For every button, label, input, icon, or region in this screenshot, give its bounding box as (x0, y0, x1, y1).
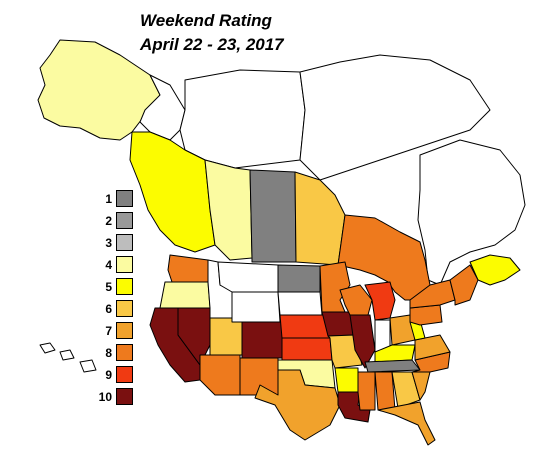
region-tennessee (364, 359, 421, 373)
region-kansas (281, 337, 333, 361)
region-alaska (37, 39, 161, 141)
region-wyoming (231, 291, 281, 323)
legend-item: 4 (98, 254, 138, 276)
region-arkansas (334, 367, 359, 393)
legend-item: 2 (98, 210, 138, 232)
legend-item: 9 (98, 364, 138, 386)
legend-label: 2 (105, 214, 112, 228)
legend-swatch (116, 300, 133, 317)
region-montana (217, 261, 279, 293)
region-washington (167, 254, 209, 283)
legend-item: 6 (98, 298, 138, 320)
region-nebraska (279, 314, 331, 339)
region-british-columbia (129, 131, 216, 253)
legend-label: 8 (105, 346, 112, 360)
region-oregon (159, 281, 211, 309)
legend-label: 3 (105, 236, 112, 250)
legend-label: 9 (105, 368, 112, 382)
legend-label: 10 (98, 390, 112, 404)
region-quebec (417, 139, 526, 286)
legend-label: 5 (105, 280, 112, 294)
legend-item: 5 (98, 276, 138, 298)
region-nunavut (299, 54, 491, 181)
legend-swatch (116, 322, 133, 339)
legend-item: 3 (98, 232, 138, 254)
region-illinois (349, 314, 376, 369)
legend-swatch (116, 234, 133, 251)
legend-swatch (116, 388, 133, 405)
region-alberta (204, 159, 253, 261)
map-title: Weekend Rating (140, 11, 272, 30)
legend-swatch (116, 366, 133, 383)
region-manitoba (294, 171, 346, 266)
legend-label: 4 (105, 258, 112, 272)
region-north-dakota (277, 264, 321, 293)
legend-label: 6 (105, 302, 112, 316)
region-colorado (241, 321, 283, 359)
region-new-england (449, 264, 479, 306)
map-subtitle: April 22 - 23, 2017 (140, 35, 284, 54)
region-mississippi (357, 371, 376, 411)
legend-item: 1 (98, 188, 138, 210)
legend-label: 7 (105, 324, 112, 338)
region-saskatchewan (249, 169, 297, 263)
region-south-dakota (277, 291, 323, 316)
region-virginia (414, 334, 451, 361)
region-florida (377, 401, 436, 446)
region-arizona (199, 354, 241, 396)
region-maritimes (469, 254, 521, 286)
region-kentucky (374, 344, 416, 363)
legend-label: 1 (105, 192, 112, 206)
region-utah (209, 317, 243, 356)
legend-item: 10 (98, 386, 138, 408)
legend-swatch (116, 344, 133, 361)
region-alabama (374, 371, 396, 411)
region-texas (254, 369, 341, 441)
legend-swatch (116, 190, 133, 207)
legend-item: 8 (98, 342, 138, 364)
region-hawaii (39, 342, 97, 373)
region-nwt (179, 69, 306, 169)
legend-swatch (116, 278, 133, 295)
legend-item: 7 (98, 320, 138, 342)
legend-swatch (116, 212, 133, 229)
legend-swatch (116, 256, 133, 273)
